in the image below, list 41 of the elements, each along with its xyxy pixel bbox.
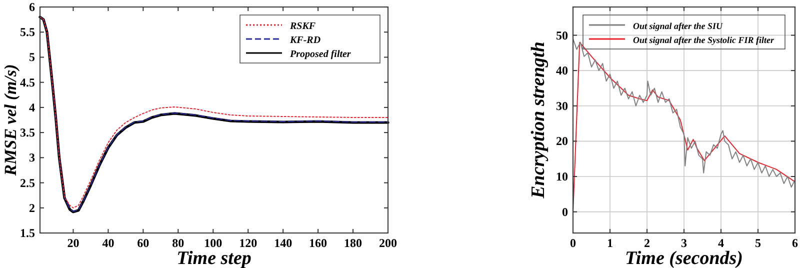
x-tick-label: 2 (644, 236, 650, 250)
x-tick-label: 80 (172, 236, 184, 250)
y-tick-label: 1.5 (20, 226, 35, 240)
legend-label: Out signal after the SIU (633, 21, 724, 31)
legend-label: KF-RD (289, 35, 321, 46)
y-tick-label: 2.5 (20, 176, 35, 190)
y-tick-label: 4.5 (20, 75, 35, 90)
x-tick-label: 5 (755, 236, 761, 250)
legend-label: Out signal after the Systolic FIR filter (633, 35, 775, 45)
x-tick-label: 120 (239, 236, 258, 250)
y-tick-label: 20 (556, 134, 568, 148)
x-tick-label: 6 (792, 236, 798, 250)
y-axis-title: Encryption strength (528, 42, 549, 200)
legend-label: Proposed filter (290, 49, 351, 60)
y-tick-label: 5 (29, 50, 35, 64)
x-axis-title: Time (seconds) (624, 248, 744, 268)
y-tick-label: 2 (29, 200, 35, 215)
y-tick-label: 10 (556, 170, 568, 184)
y-tick-label: 0 (562, 204, 568, 219)
x-tick-label: 20 (67, 236, 80, 250)
y-tick-label: 30 (556, 98, 568, 113)
x-tick-label: 200 (379, 236, 397, 250)
y-tick-label: 4 (29, 100, 35, 114)
legend-label: RSKF (289, 21, 316, 32)
x-tick-label: 3 (681, 236, 687, 250)
y-tick-label: 40 (556, 64, 568, 78)
x-tick-label: 4 (718, 236, 724, 250)
x-tick-label: 40 (102, 236, 114, 250)
y-tick-label: 50 (556, 28, 568, 42)
x-tick-label: 60 (137, 236, 150, 250)
x-tick-label: 1 (607, 236, 613, 250)
x-tick-label: 180 (344, 236, 362, 250)
y-tick-label: 5.5 (20, 25, 35, 40)
x-tick-label: 100 (204, 236, 222, 250)
x-tick-label: 140 (274, 236, 292, 250)
y-tick-label: 6 (29, 0, 35, 14)
x-axis-title: Time step (176, 248, 252, 268)
y-tick-label: 3 (29, 150, 35, 165)
y-axis-title: RMSE vel (m/s) (1, 64, 20, 177)
y-tick-label: 3.5 (20, 126, 35, 140)
x-tick-label: 160 (309, 236, 328, 250)
